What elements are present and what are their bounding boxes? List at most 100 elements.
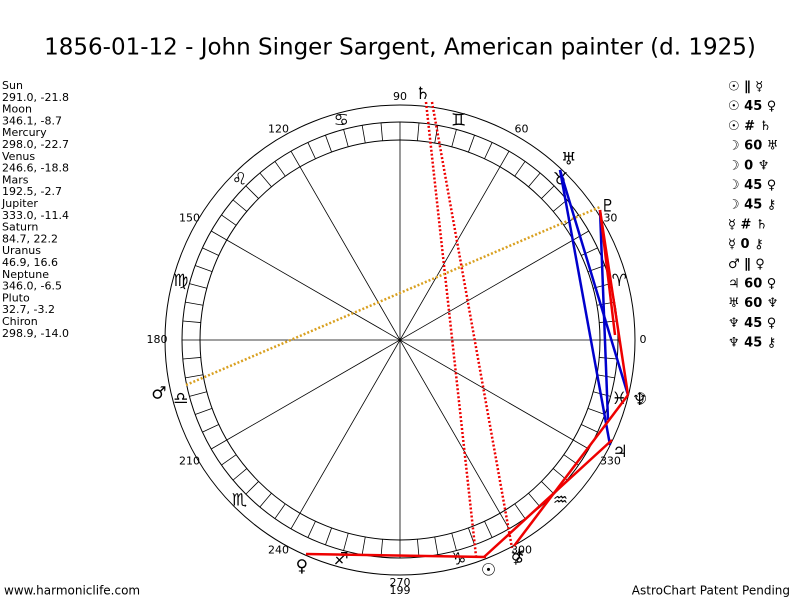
planet-name: Pluto (2, 291, 30, 304)
degree-label: 240 (268, 543, 289, 556)
ring-tick (468, 135, 475, 153)
planet-name: Venus (2, 150, 35, 163)
ring-tick (202, 247, 219, 256)
ring-tick (343, 129, 349, 147)
ring-tick (189, 283, 207, 289)
ring-tick (274, 161, 286, 177)
aspect-entry: ☽ 60 ♅ (728, 139, 778, 154)
planet-glyph: ♅ (561, 150, 576, 170)
ring-tick (361, 536, 366, 555)
ring-tick (185, 374, 204, 379)
ring-tick (221, 454, 237, 466)
aspect-line (185, 205, 601, 387)
house-line (226, 239, 574, 441)
planet-position: 333.0, -11.4 (2, 209, 69, 222)
ring-tick (232, 468, 248, 481)
planet-glyph: ⚷ (513, 546, 525, 566)
ring-tick (380, 122, 383, 141)
ring-tick (307, 521, 316, 538)
sign-glyph: ♓ (612, 389, 627, 409)
ring-tick (195, 265, 213, 272)
footer-right: AstroChart Patent Pending (632, 584, 790, 598)
ring-tick (541, 185, 555, 199)
degree-label: 150 (179, 212, 200, 225)
sign-glyph: ♍ (173, 271, 188, 291)
degree-label: 180 (147, 333, 168, 346)
aspect-line (424, 101, 478, 557)
ring-tick (343, 533, 349, 551)
ring-tick (185, 301, 204, 306)
bottom-label: 199 (390, 584, 411, 597)
degree-label: 0 (640, 333, 647, 346)
ring-tick (514, 503, 526, 519)
ring-tick (211, 439, 227, 450)
ring-tick (259, 172, 272, 188)
planet-position: 192.5, -2.7 (2, 185, 62, 198)
ring-tick (245, 185, 259, 199)
planet-position: 246.6, -18.8 (2, 162, 69, 175)
planet-position: 32.7, -3.2 (2, 303, 55, 316)
planet-position: 298.0, -22.7 (2, 138, 69, 151)
ring-tick (541, 481, 555, 495)
footer-left: www.harmoniclife.com (4, 584, 140, 598)
ring-tick (599, 357, 618, 360)
ring-tick (259, 492, 272, 508)
aspect-line (483, 439, 613, 558)
ring-tick (581, 247, 598, 256)
aspect-lines (185, 101, 630, 559)
ring-tick (232, 199, 248, 212)
ring-tick (290, 513, 301, 529)
planet-position: 298.9, -14.0 (2, 327, 69, 340)
planet-glyph: ♃ (612, 442, 627, 462)
planet-glyph: ☽ (632, 389, 647, 409)
aspect-line (513, 394, 629, 547)
ring-tick (417, 539, 420, 558)
planet-glyph: ♄ (415, 84, 430, 104)
sign-glyph: ♌ (232, 169, 247, 189)
aspect-line (305, 552, 487, 559)
planet-name: Chiron (2, 315, 38, 328)
aspect-entry: ♆ 45 ♀ (728, 316, 776, 331)
planet-position: 346.1, -8.7 (2, 114, 62, 127)
ring-tick (182, 320, 201, 323)
aspect-line (598, 209, 617, 336)
ring-tick (499, 513, 510, 529)
outer-circle (164, 104, 636, 576)
ring-tick (307, 142, 316, 159)
ring-tick (182, 357, 201, 360)
aspect-entry: ☉ 45 ♀ (728, 99, 776, 114)
ring-tick (195, 408, 213, 415)
ring-tick (211, 230, 227, 241)
ring-tick (451, 533, 457, 551)
ring-tick (202, 424, 219, 433)
aspect-entry: ♃ 60 ♀ (728, 277, 776, 292)
ring-tick (514, 161, 526, 177)
ring-tick (468, 527, 475, 545)
sign-glyph: ♊ (451, 111, 466, 131)
planet-name: Sun (2, 79, 23, 92)
planet-name: Jupiter (1, 197, 38, 210)
ring-tick (484, 142, 493, 159)
title: 1856-01-12 - John Singer Sargent, Americ… (44, 35, 756, 61)
ring-tick (417, 122, 420, 141)
planet-name: Saturn (2, 221, 38, 234)
degree-label: 210 (179, 455, 200, 468)
planet-name: Moon (2, 103, 32, 116)
degree-label: 120 (268, 123, 289, 136)
planet-glyph: ♆ (632, 390, 647, 410)
aspect-entry: ♆ 45 ⚷ (728, 336, 776, 351)
ring-tick (434, 536, 439, 555)
aspect-entry: ♂ ∥ ♀ (728, 257, 765, 272)
ring-tick (325, 135, 332, 153)
aspect-line (558, 169, 630, 396)
planet-glyph: ♇ (600, 197, 615, 217)
aspect-line (430, 101, 514, 549)
planet-position: 46.9, 16.6 (2, 256, 58, 269)
ring-tick (587, 408, 605, 415)
sign-glyph: ♏ (232, 491, 247, 511)
aspect-entry: ☿ 0 ⚷ (728, 237, 764, 252)
planet-name: Neptune (2, 268, 49, 281)
degree-label: 300 (511, 543, 532, 556)
